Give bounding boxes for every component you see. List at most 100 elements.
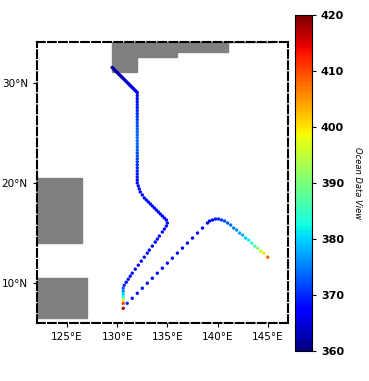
Point: [125, 276, 131, 282]
Point: [120, 285, 126, 291]
Point: [129, 85, 135, 91]
Point: [184, 240, 190, 246]
Point: [134, 165, 140, 171]
Point: [134, 159, 140, 165]
Point: [112, 67, 118, 74]
Point: [115, 70, 121, 77]
Point: [179, 245, 185, 251]
Point: [141, 254, 147, 260]
Point: [231, 225, 237, 231]
Point: [218, 217, 224, 223]
Point: [261, 250, 267, 256]
Point: [134, 171, 140, 177]
Point: [156, 233, 162, 239]
Point: [131, 86, 137, 93]
Point: [149, 243, 155, 249]
Point: [134, 110, 140, 117]
Point: [109, 64, 115, 70]
Point: [134, 156, 140, 162]
Point: [134, 147, 140, 153]
Point: [207, 218, 213, 224]
Point: [243, 235, 249, 241]
Point: [134, 150, 140, 156]
Point: [169, 255, 175, 261]
Point: [134, 132, 140, 138]
Point: [252, 243, 258, 249]
Point: [135, 183, 141, 189]
Point: [134, 96, 140, 102]
Point: [154, 236, 160, 242]
Point: [161, 215, 167, 221]
Point: [149, 275, 155, 281]
Point: [134, 138, 140, 144]
Point: [154, 207, 159, 213]
Point: [210, 217, 215, 223]
Point: [134, 117, 140, 123]
Point: [116, 71, 122, 77]
Point: [249, 240, 255, 246]
Point: [139, 192, 145, 198]
Point: [134, 102, 140, 108]
Point: [134, 144, 140, 150]
Point: [134, 126, 140, 132]
Point: [163, 223, 169, 229]
Point: [123, 78, 129, 85]
Point: [146, 247, 152, 253]
Point: [134, 180, 140, 186]
Point: [151, 205, 157, 211]
Point: [204, 220, 210, 226]
Point: [190, 235, 196, 241]
Point: [255, 245, 261, 251]
Point: [138, 258, 144, 264]
Point: [134, 107, 140, 114]
Point: [240, 232, 246, 238]
Point: [119, 74, 125, 80]
Point: [175, 250, 180, 256]
Point: [133, 88, 139, 94]
Point: [213, 216, 218, 222]
Point: [132, 88, 138, 94]
Point: [120, 300, 126, 306]
Point: [127, 82, 133, 88]
Point: [134, 120, 140, 126]
Point: [130, 85, 136, 91]
Point: [120, 297, 126, 303]
Point: [144, 280, 150, 286]
Polygon shape: [177, 37, 228, 53]
Point: [134, 104, 140, 110]
Point: [121, 282, 127, 288]
Point: [134, 114, 140, 120]
Point: [124, 80, 130, 86]
Point: [120, 305, 126, 311]
Point: [234, 227, 239, 233]
Point: [152, 239, 158, 245]
Point: [134, 290, 140, 296]
Point: [134, 162, 140, 168]
Point: [126, 82, 132, 88]
Point: [134, 177, 140, 183]
Point: [134, 129, 140, 135]
Point: [237, 230, 242, 236]
Point: [149, 203, 155, 209]
Point: [125, 80, 131, 86]
Point: [144, 250, 150, 256]
Point: [147, 201, 153, 207]
Point: [113, 69, 119, 75]
Point: [200, 225, 206, 231]
Point: [111, 66, 117, 72]
Point: [246, 237, 252, 243]
Point: [132, 266, 138, 272]
Point: [159, 265, 165, 271]
Point: [141, 195, 147, 201]
Point: [159, 213, 165, 219]
Point: [215, 216, 221, 222]
Point: [129, 270, 135, 276]
Polygon shape: [112, 37, 137, 72]
Polygon shape: [137, 37, 177, 58]
Point: [120, 288, 126, 295]
Point: [118, 74, 124, 80]
Polygon shape: [37, 278, 87, 319]
Point: [127, 273, 133, 279]
Point: [114, 69, 120, 75]
Point: [117, 72, 123, 78]
